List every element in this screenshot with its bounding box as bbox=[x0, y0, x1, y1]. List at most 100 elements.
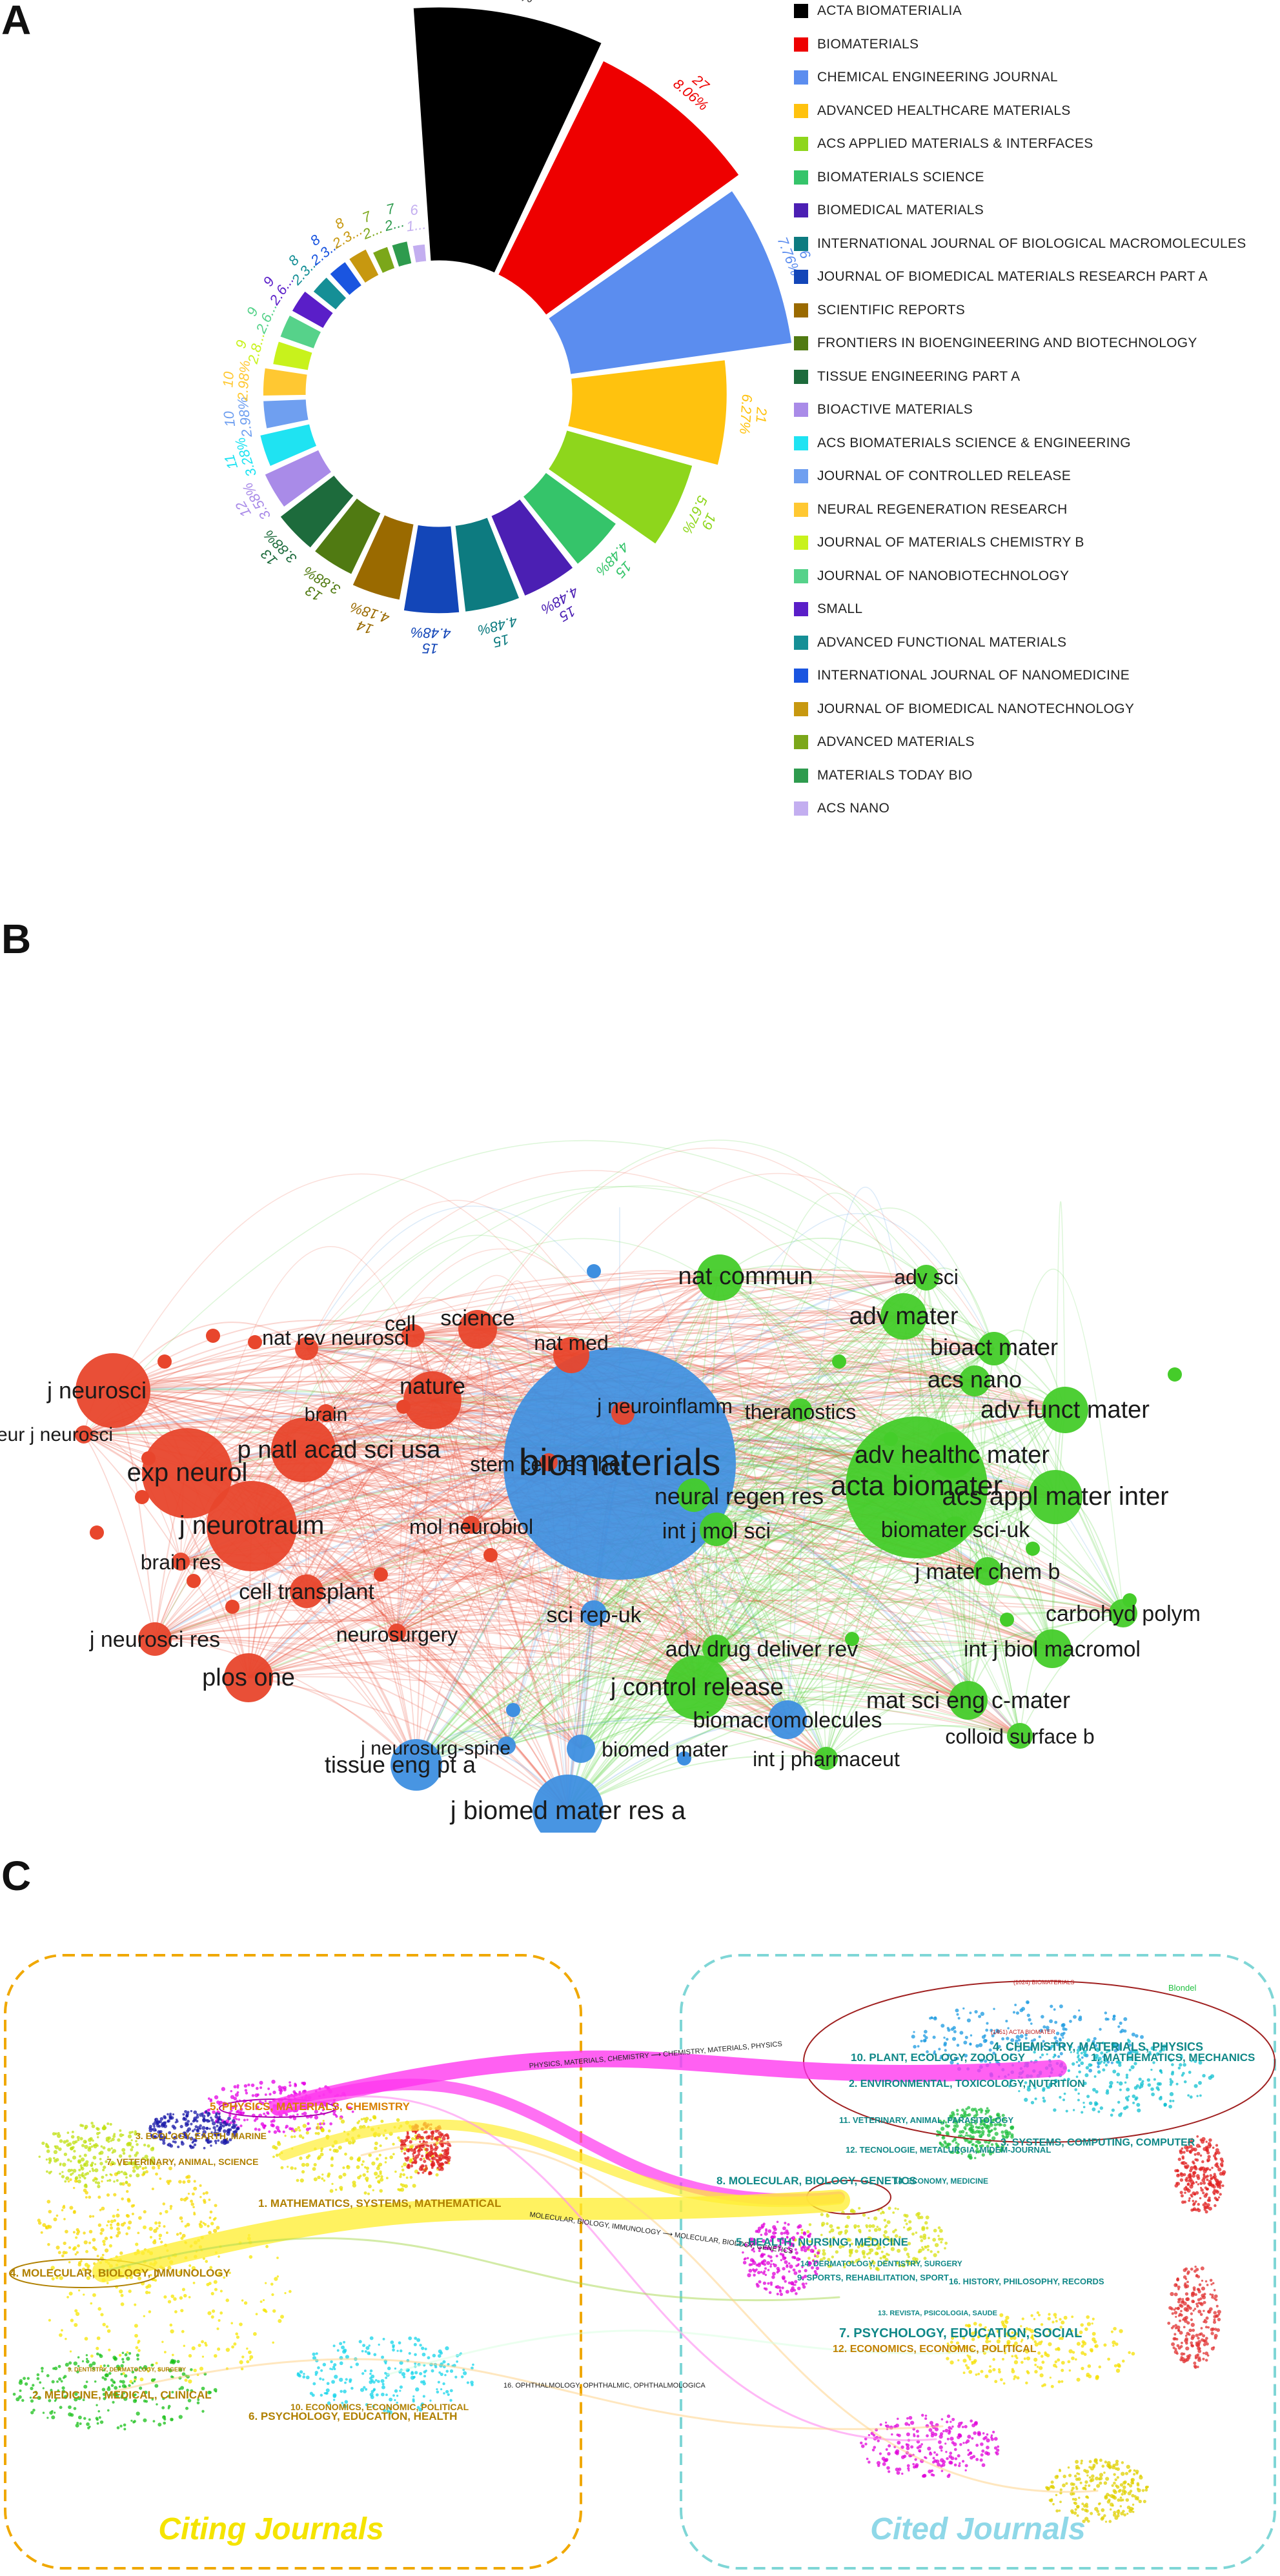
scatter-dot bbox=[868, 2251, 871, 2255]
scatter-dot bbox=[331, 2380, 335, 2384]
scatter-dot bbox=[1203, 2147, 1207, 2151]
scatter-dot bbox=[797, 2286, 801, 2291]
scatter-dot bbox=[975, 2444, 979, 2447]
network-link bbox=[112, 1383, 549, 1463]
scatter-dot bbox=[802, 2245, 806, 2249]
scatter-dot bbox=[301, 2170, 305, 2174]
scatter-dot bbox=[1197, 2183, 1200, 2186]
scatter-dot bbox=[1189, 2175, 1192, 2179]
network-node bbox=[913, 1265, 939, 1291]
scatter-dot bbox=[1205, 2188, 1208, 2191]
scatter-dot bbox=[996, 2144, 1000, 2149]
network-node bbox=[815, 1747, 838, 1770]
scatter-dot bbox=[769, 2263, 773, 2266]
scatter-dot bbox=[255, 2108, 258, 2110]
scatter-dot bbox=[172, 2136, 177, 2140]
scatter-dot bbox=[857, 2245, 860, 2249]
scatter-dot bbox=[107, 2220, 110, 2224]
scatter-dot bbox=[944, 2121, 948, 2124]
scatter-dot bbox=[161, 2340, 164, 2343]
scatter-dot bbox=[808, 2264, 810, 2267]
pie-slice-label-group-23: 72... bbox=[382, 200, 406, 234]
scatter-dot bbox=[218, 2115, 221, 2118]
network-link bbox=[154, 1600, 1124, 1640]
legend-item: ADVANCED MATERIALS bbox=[794, 732, 975, 752]
scatter-dot bbox=[301, 2162, 306, 2167]
scatter-dot bbox=[104, 2248, 109, 2253]
scatter-dot bbox=[977, 2372, 980, 2375]
network-node bbox=[271, 1418, 336, 1482]
scatter-dot bbox=[196, 2120, 199, 2123]
scatter-dot bbox=[950, 2428, 953, 2430]
scatter-dot bbox=[249, 2255, 253, 2259]
scatter-dot bbox=[1028, 2018, 1031, 2022]
scatter-dot bbox=[335, 2188, 338, 2191]
scatter-dot bbox=[139, 2366, 142, 2369]
scatter-dot bbox=[943, 2037, 946, 2039]
network-node bbox=[391, 1739, 442, 1791]
pie-slice-0 bbox=[411, 5, 604, 276]
scatter-dot bbox=[1067, 2069, 1071, 2073]
scatter-dot bbox=[806, 2230, 810, 2234]
scatter-dot bbox=[1016, 2376, 1020, 2380]
scatter-dot bbox=[948, 2430, 951, 2433]
network-link bbox=[567, 1496, 1056, 1811]
scatter-dot bbox=[1006, 2037, 1010, 2040]
legend-item: BIOMEDICAL MATERIALS bbox=[794, 201, 984, 220]
scatter-dot bbox=[782, 2277, 786, 2280]
scatter-dot bbox=[212, 2121, 216, 2126]
scatter-dot bbox=[179, 2197, 183, 2201]
network-node-label: cell transplant bbox=[239, 1580, 374, 1604]
scatter-dot bbox=[284, 2292, 287, 2295]
scatter-dot bbox=[30, 2411, 34, 2415]
scatter-dot bbox=[372, 2115, 376, 2119]
scatter-dot bbox=[1081, 2502, 1084, 2506]
legend-label: MATERIALS TODAY BIO bbox=[817, 767, 973, 783]
scatter-dot bbox=[153, 2229, 157, 2233]
scatter-dot bbox=[139, 2377, 144, 2382]
scatter-dot bbox=[83, 2139, 87, 2144]
scatter-dot bbox=[773, 2263, 777, 2268]
scatter-dot bbox=[1196, 2135, 1199, 2138]
scatter-dot bbox=[154, 2129, 157, 2132]
scatter-dot bbox=[143, 2315, 145, 2317]
scatter-dot bbox=[843, 2266, 846, 2269]
scatter-dot bbox=[1015, 2035, 1020, 2039]
scatter-dot bbox=[144, 2155, 148, 2159]
network-link bbox=[112, 1390, 717, 1649]
scatter-dot bbox=[159, 2212, 162, 2215]
scatter-dot bbox=[962, 2337, 966, 2340]
scatter-dot bbox=[121, 2197, 124, 2200]
scatter-dot bbox=[269, 2093, 272, 2096]
scatter-dot bbox=[74, 2392, 78, 2396]
scatter-dot bbox=[73, 2361, 77, 2366]
scatter-dot bbox=[277, 2140, 281, 2144]
scatter-dot bbox=[912, 2462, 915, 2466]
network-link bbox=[716, 1529, 969, 1701]
network-link bbox=[571, 1312, 995, 1356]
scatter-dot bbox=[73, 2149, 76, 2153]
scatter-dot bbox=[89, 2142, 92, 2145]
scatter-dot bbox=[947, 2344, 951, 2348]
network-link bbox=[306, 1348, 417, 1766]
scatter-dot bbox=[1011, 2355, 1014, 2358]
network-node-minor bbox=[845, 1632, 859, 1646]
scatter-dot bbox=[986, 2107, 989, 2110]
scatter-dot bbox=[171, 2391, 174, 2394]
network-link bbox=[154, 1636, 1021, 1736]
scatter-dot bbox=[120, 2302, 125, 2306]
scatter-dot bbox=[48, 2159, 52, 2162]
scatter-dot bbox=[826, 2213, 829, 2216]
pie-slice-label-group-5: 154.48% bbox=[593, 539, 635, 581]
scatter-dot bbox=[305, 2131, 309, 2135]
network-link bbox=[696, 1348, 995, 1688]
scatter-dot bbox=[130, 2419, 133, 2422]
network-link bbox=[248, 1400, 433, 1678]
scatter-dot bbox=[991, 2151, 995, 2154]
scatter-dot bbox=[314, 2109, 318, 2114]
network-link bbox=[580, 1380, 975, 1749]
scatter-dot bbox=[100, 2313, 104, 2317]
scatter-dot bbox=[221, 2087, 226, 2091]
scatter-dot bbox=[933, 2228, 937, 2233]
scatter-dot bbox=[268, 2130, 271, 2133]
